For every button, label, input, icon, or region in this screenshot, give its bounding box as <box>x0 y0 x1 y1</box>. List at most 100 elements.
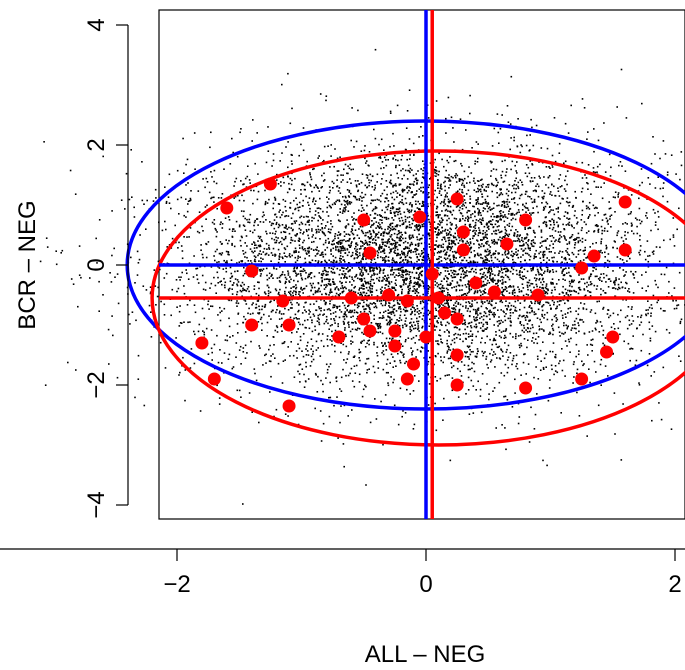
background-point <box>517 187 520 190</box>
background-point <box>396 208 398 210</box>
background-point <box>420 271 423 273</box>
background-point <box>225 270 228 273</box>
background-point <box>386 278 388 280</box>
background-point <box>413 307 415 309</box>
background-point <box>466 182 468 184</box>
background-point <box>512 305 515 307</box>
background-point <box>510 286 512 288</box>
background-point <box>526 252 529 255</box>
background-point <box>525 277 527 279</box>
background-point <box>290 301 292 304</box>
background-point <box>255 303 258 306</box>
background-point <box>399 201 402 203</box>
background-point <box>412 251 415 253</box>
background-point <box>299 381 301 383</box>
background-point <box>394 243 397 246</box>
background-point <box>493 215 495 218</box>
background-point <box>295 275 298 277</box>
background-point <box>362 253 364 256</box>
background-point <box>493 316 495 318</box>
background-point <box>660 418 663 421</box>
background-point <box>372 224 374 226</box>
background-point <box>526 175 529 178</box>
background-point <box>679 178 681 181</box>
background-point <box>510 168 512 171</box>
background-point <box>266 284 269 287</box>
background-point <box>351 267 353 269</box>
background-point <box>527 294 530 296</box>
background-point <box>469 238 471 240</box>
background-point <box>387 309 390 311</box>
background-point <box>357 327 359 330</box>
background-point <box>481 337 483 339</box>
background-point <box>207 241 210 243</box>
background-point <box>520 290 523 292</box>
background-point <box>537 270 539 273</box>
background-point <box>179 279 181 281</box>
background-point <box>455 226 458 228</box>
background-point <box>501 350 504 353</box>
background-point <box>543 289 545 292</box>
background-point <box>385 302 387 305</box>
background-point <box>228 239 230 242</box>
background-point <box>477 232 480 234</box>
background-point <box>361 395 364 398</box>
background-point <box>200 244 202 246</box>
background-point <box>541 315 544 318</box>
background-point <box>441 158 443 161</box>
background-point <box>412 266 415 268</box>
background-point <box>539 177 541 179</box>
background-point <box>393 378 395 381</box>
background-point <box>457 242 460 244</box>
background-point <box>445 117 447 120</box>
background-point <box>489 275 491 277</box>
background-point <box>304 248 306 250</box>
background-point <box>620 281 622 284</box>
background-point <box>402 279 404 281</box>
background-point <box>422 186 424 189</box>
background-point <box>454 309 457 311</box>
background-point <box>183 172 185 174</box>
background-point <box>455 224 457 226</box>
background-point <box>527 339 529 341</box>
background-point <box>405 270 407 273</box>
background-point <box>519 308 521 311</box>
background-point <box>324 303 327 306</box>
background-point <box>334 304 336 307</box>
background-point <box>372 365 375 368</box>
background-point <box>344 327 346 329</box>
background-point <box>382 249 384 252</box>
background-point <box>376 181 378 183</box>
background-point <box>415 224 418 227</box>
background-point <box>329 381 331 384</box>
background-point <box>262 258 264 260</box>
background-point <box>507 194 510 197</box>
background-point <box>459 256 461 259</box>
background-point <box>339 259 341 262</box>
background-point <box>645 290 647 292</box>
background-point <box>481 268 483 270</box>
background-point <box>443 305 446 308</box>
background-point <box>502 310 505 312</box>
background-point <box>569 310 572 313</box>
background-point <box>487 302 490 305</box>
background-point <box>448 174 450 176</box>
background-point <box>276 326 279 329</box>
background-point <box>236 284 239 287</box>
background-point <box>434 329 436 331</box>
background-point <box>308 250 310 253</box>
background-point <box>412 285 415 288</box>
background-point <box>461 270 464 273</box>
background-point <box>464 328 466 331</box>
background-point <box>451 276 454 279</box>
background-point <box>463 184 465 187</box>
background-point <box>393 304 396 306</box>
background-point <box>260 239 263 241</box>
background-point <box>651 419 653 422</box>
background-point <box>176 169 179 172</box>
background-point <box>617 196 619 198</box>
background-point <box>320 299 322 301</box>
background-point <box>351 216 353 218</box>
background-point <box>74 193 77 195</box>
background-point <box>435 234 438 236</box>
